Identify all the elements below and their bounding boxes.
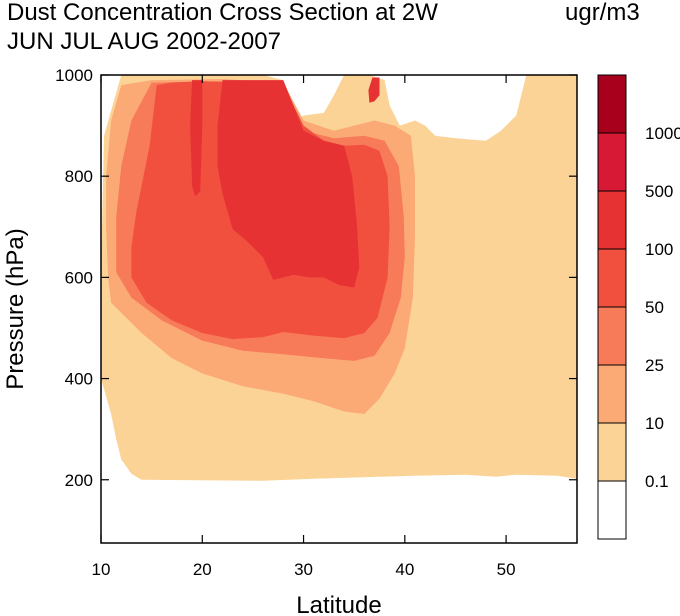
contour-fills bbox=[101, 75, 577, 481]
y-tick-label: 800 bbox=[65, 167, 93, 186]
colorbar-label: 25 bbox=[645, 356, 664, 375]
colorbar-label: 1000 bbox=[645, 124, 680, 143]
colorbar-swatch bbox=[597, 306, 627, 366]
x-tick-label: 50 bbox=[497, 560, 516, 579]
colorbar-label: 50 bbox=[645, 298, 664, 317]
x-axis-label: Latitude bbox=[296, 592, 381, 616]
y-tick-label: 600 bbox=[65, 268, 93, 287]
y-axis: 200 400 600 800 1000 bbox=[55, 66, 577, 490]
contour-region-5 bbox=[190, 80, 203, 197]
colorbar-swatch bbox=[597, 364, 627, 424]
contour-region-6 bbox=[368, 77, 380, 103]
x-tick-label: 30 bbox=[294, 560, 313, 579]
colorbar-swatch bbox=[597, 248, 627, 308]
x-axis: 10 20 30 40 50 bbox=[92, 75, 516, 579]
colorbar-label: 100 bbox=[645, 240, 673, 259]
colorbar-swatch bbox=[597, 132, 627, 192]
contour-region-4 bbox=[217, 80, 360, 288]
colorbar-swatch bbox=[597, 74, 627, 134]
x-tick-label: 10 bbox=[92, 560, 111, 579]
chart-title: Dust Concentration Cross Section at 2W bbox=[7, 0, 438, 26]
x-tick-label: 20 bbox=[193, 560, 212, 579]
colorbar-swatch bbox=[597, 190, 627, 250]
colorbar-swatch bbox=[597, 422, 627, 482]
y-tick-label: 200 bbox=[65, 471, 93, 490]
chart-subtitle: JUN JUL AUG 2002-2007 bbox=[7, 28, 281, 55]
y-axis-label: Pressure (hPa) bbox=[2, 228, 29, 389]
y-tick-label: 1000 bbox=[55, 66, 93, 85]
colorbar-label: 0.1 bbox=[645, 472, 669, 491]
x-tick-label: 40 bbox=[395, 560, 414, 579]
colorbar-label: 500 bbox=[645, 182, 673, 201]
colorbar-swatch bbox=[597, 480, 627, 540]
colorbar-label: 10 bbox=[645, 414, 664, 433]
colorbar: 0.1 10 25 50 100 500 1000 bbox=[597, 74, 680, 540]
plot-frame bbox=[100, 74, 578, 544]
y-tick-label: 400 bbox=[65, 370, 93, 389]
units-label: ugr/m3 bbox=[565, 0, 640, 26]
